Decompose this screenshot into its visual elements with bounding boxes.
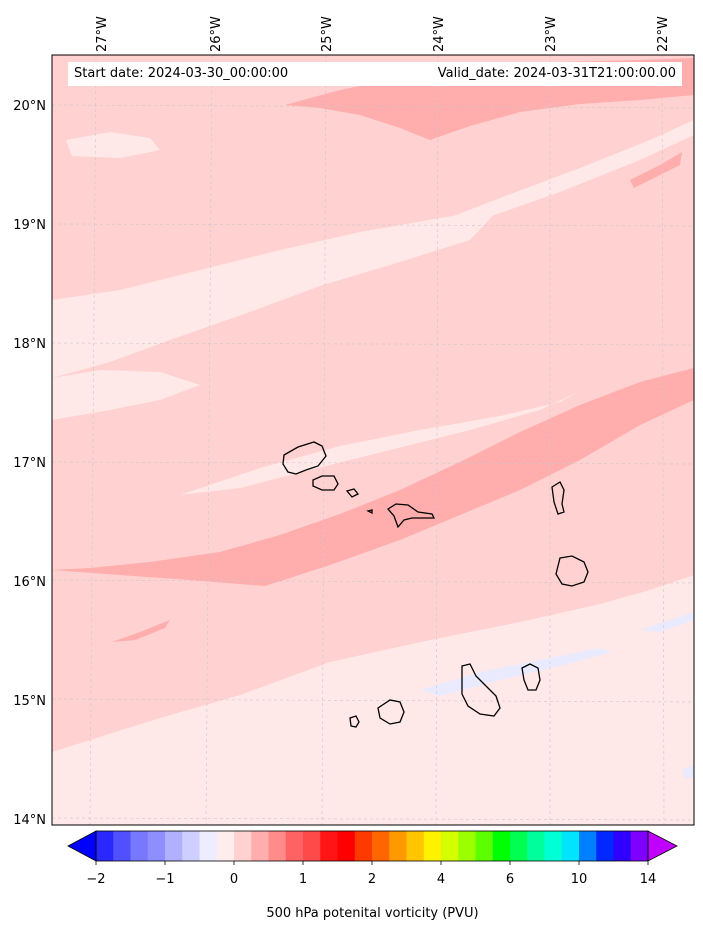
lat-label: 16°N bbox=[13, 575, 46, 590]
colorbar-cell bbox=[216, 831, 235, 861]
colorbar-tick-label: 0 bbox=[230, 872, 238, 887]
colorbar-cell bbox=[165, 831, 183, 861]
island-brava bbox=[349, 715, 360, 728]
valid-date-label: Valid_date: 2024-03-31T21:00:00.00 bbox=[404, 62, 682, 86]
colorbar-cell bbox=[354, 831, 373, 861]
colorbar-tick-label: 10 bbox=[571, 872, 588, 887]
colorbar-tick-label: −2 bbox=[86, 872, 105, 887]
pv-light-streak-mid bbox=[180, 392, 578, 495]
island-branco bbox=[366, 509, 373, 515]
pv-negative-streak-a bbox=[420, 648, 612, 696]
colorbar-cell bbox=[475, 831, 494, 861]
pv-dark-patch-ne bbox=[630, 152, 682, 188]
colorbar-extend-max bbox=[647, 830, 678, 862]
colorbar-cell bbox=[268, 831, 287, 861]
island-santo-antao bbox=[282, 441, 327, 475]
lat-label: 17°N bbox=[13, 456, 46, 471]
colorbar-tick-label: 6 bbox=[506, 872, 514, 887]
island-fogo bbox=[377, 699, 405, 725]
colorbar-cell bbox=[579, 831, 597, 861]
island-boa-vista bbox=[555, 555, 589, 587]
colorbar-cell bbox=[337, 831, 356, 861]
lat-label: 15°N bbox=[13, 694, 46, 709]
map-area bbox=[52, 55, 694, 825]
pv-light-patch-nw bbox=[66, 132, 160, 158]
island-maio bbox=[521, 663, 541, 691]
island-sao-vicente bbox=[312, 475, 339, 491]
colorbar-tick-label: 4 bbox=[437, 872, 445, 887]
colorbar-tick-label: 14 bbox=[640, 872, 657, 887]
colorbar-cell bbox=[147, 831, 166, 861]
pv-light-region-south bbox=[52, 575, 694, 825]
island-santa-luzia bbox=[345, 488, 360, 498]
pv-negative-streak-b bbox=[640, 612, 694, 632]
longitude-labels: 27°W 26°W 25°W 24°W 23°W 22°W bbox=[95, 16, 671, 52]
colorbar: −2 −1 0 1 2 4 6 10 14 bbox=[67, 830, 678, 887]
colorbar-cell bbox=[285, 831, 304, 861]
colorbar-label: 500 hPa potenital vorticity (PVU) bbox=[266, 906, 479, 921]
colorbar-cells bbox=[96, 831, 649, 861]
colorbar-tick-label: −1 bbox=[155, 872, 174, 887]
colorbar-tick-label: 1 bbox=[299, 872, 307, 887]
pv-light-patch-west bbox=[52, 370, 200, 420]
colorbar-tick-label: 2 bbox=[368, 872, 376, 887]
colorbar-cell bbox=[441, 831, 459, 861]
colorbar-cell bbox=[510, 831, 528, 861]
latitude-labels: 20°N 19°N 18°N 17°N 16°N 15°N 14°N bbox=[13, 99, 46, 828]
island-sal bbox=[551, 481, 565, 515]
lon-label: 27°W bbox=[95, 16, 110, 52]
colorbar-cell bbox=[130, 831, 149, 861]
colorbar-cell bbox=[561, 831, 580, 861]
colorbar-cell bbox=[372, 831, 390, 861]
island-santiago bbox=[461, 663, 501, 717]
colorbar-cell bbox=[458, 831, 477, 861]
colorbar-cell bbox=[320, 831, 339, 861]
pv-dark-band-diagonal bbox=[52, 368, 694, 586]
colorbar-cell bbox=[113, 831, 132, 861]
lat-label: 20°N bbox=[13, 99, 46, 114]
lon-label: 22°W bbox=[656, 16, 671, 52]
colorbar-cell bbox=[406, 831, 425, 861]
colorbar-cell bbox=[544, 831, 563, 861]
colorbar-cell bbox=[199, 831, 218, 861]
lon-label: 23°W bbox=[544, 16, 559, 52]
colorbar-cell bbox=[389, 831, 408, 861]
colorbar-cell bbox=[596, 831, 615, 861]
pv-dark-streak-west bbox=[112, 620, 170, 642]
colorbar-cell bbox=[303, 831, 321, 861]
lat-label: 18°N bbox=[13, 337, 46, 352]
island-sao-nicolau bbox=[387, 503, 436, 529]
colorbar-cell bbox=[630, 831, 649, 861]
colorbar-extend-min bbox=[67, 830, 97, 862]
pv-light-band-north bbox=[52, 208, 500, 378]
lon-label: 26°W bbox=[209, 16, 224, 52]
map-frame bbox=[51, 54, 695, 826]
coastlines bbox=[282, 441, 589, 728]
colorbar-cell bbox=[492, 831, 511, 861]
graticule bbox=[52, 55, 694, 825]
colorbar-cell bbox=[527, 831, 546, 861]
lon-label: 24°W bbox=[432, 16, 447, 52]
lat-label: 19°N bbox=[13, 218, 46, 233]
colorbar-cell bbox=[251, 831, 270, 861]
colorbar-ticks: −2 −1 0 1 2 4 6 10 14 bbox=[86, 861, 656, 887]
colorbar-cell bbox=[613, 831, 632, 861]
lon-label: 25°W bbox=[320, 16, 335, 52]
lat-label: 14°N bbox=[13, 813, 46, 828]
colorbar-cell bbox=[96, 831, 114, 861]
colorbar-cell bbox=[423, 831, 442, 861]
colorbar-cell bbox=[182, 831, 201, 861]
start-date-label: Start date: 2024-03-30_00:00:00 bbox=[68, 62, 414, 86]
colorbar-cell bbox=[234, 831, 252, 861]
pv-negative-streak-c bbox=[682, 765, 694, 778]
